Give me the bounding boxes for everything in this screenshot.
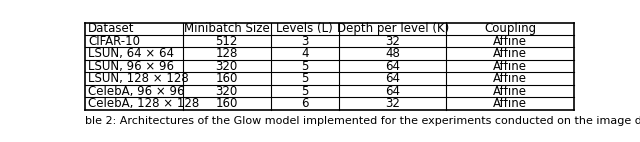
Text: LSUN, 128 × 128: LSUN, 128 × 128 — [88, 72, 189, 85]
Text: Coupling: Coupling — [484, 22, 536, 35]
Text: 3: 3 — [301, 35, 308, 48]
Text: 160: 160 — [216, 72, 238, 85]
Text: 320: 320 — [216, 60, 238, 73]
Text: 64: 64 — [385, 72, 400, 85]
Text: LSUN, 96 × 96: LSUN, 96 × 96 — [88, 60, 174, 73]
Text: 160: 160 — [216, 97, 238, 110]
Text: Affine: Affine — [493, 97, 527, 110]
Text: Minibatch Size: Minibatch Size — [184, 22, 269, 35]
Text: Depth per level (K): Depth per level (K) — [337, 22, 449, 35]
Text: 64: 64 — [385, 60, 400, 73]
Text: 320: 320 — [216, 85, 238, 98]
Text: 32: 32 — [385, 35, 400, 48]
Text: 48: 48 — [385, 47, 400, 60]
Text: 6: 6 — [301, 97, 308, 110]
Text: 512: 512 — [216, 35, 238, 48]
Text: Levels (L): Levels (L) — [276, 22, 333, 35]
Text: Affine: Affine — [493, 47, 527, 60]
Text: 5: 5 — [301, 72, 308, 85]
Text: 5: 5 — [301, 60, 308, 73]
Text: ble 2: Architectures of the Glow model implemented for the experiments conducted: ble 2: Architectures of the Glow model i… — [85, 116, 640, 126]
Text: CelebA, 128 × 128: CelebA, 128 × 128 — [88, 97, 199, 110]
Text: Affine: Affine — [493, 85, 527, 98]
Text: 5: 5 — [301, 85, 308, 98]
Text: CelebA, 96 × 96: CelebA, 96 × 96 — [88, 85, 184, 98]
Text: Affine: Affine — [493, 60, 527, 73]
Text: Dataset: Dataset — [88, 22, 134, 35]
Text: 128: 128 — [216, 47, 238, 60]
Text: Affine: Affine — [493, 72, 527, 85]
Text: LSUN, 64 × 64: LSUN, 64 × 64 — [88, 47, 174, 60]
Text: CIFAR-10: CIFAR-10 — [88, 35, 140, 48]
Text: 4: 4 — [301, 47, 308, 60]
Text: 64: 64 — [385, 85, 400, 98]
Text: Affine: Affine — [493, 35, 527, 48]
Text: 32: 32 — [385, 97, 400, 110]
